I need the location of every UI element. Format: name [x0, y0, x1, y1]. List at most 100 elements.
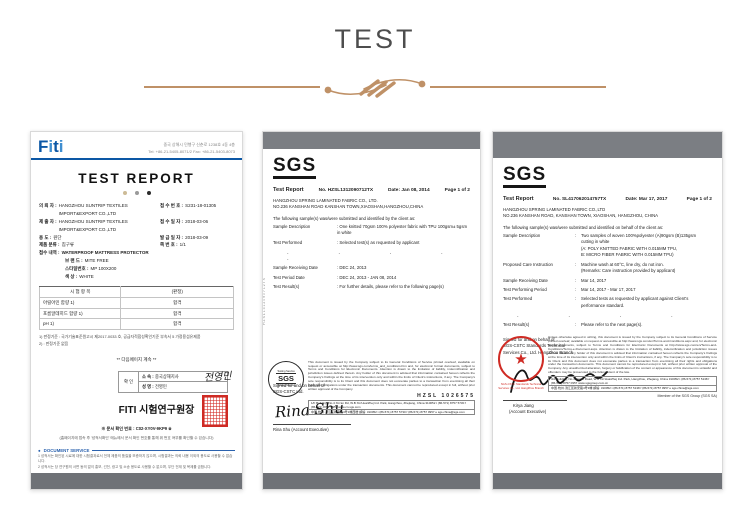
separator-dots: . . . .	[517, 313, 697, 320]
field-row: Test Performing Period: Mar 14, 2017 - M…	[503, 286, 636, 292]
divider-line-left	[144, 86, 320, 88]
field-row: 용 도 : 원단 발 급 일 자 :2018-03-09	[39, 234, 209, 240]
report-page: Page 1 of 2	[686, 197, 712, 202]
certificates-row: Fiti 중국 상해시 민행구 신춘로 1238호 4동 4층 Tel: +86…	[0, 131, 750, 491]
red-round-seal-icon: ★ SGS-CSTC Standards Technical Services …	[498, 336, 544, 390]
field-row: Sample Receiving Date: Mar 14, 2017	[503, 277, 607, 283]
seal-company-text: SGS-CSTC Standards Technical Services Co…	[498, 382, 544, 390]
scan-margin-bottom	[493, 473, 722, 489]
report-header-row: Test Report No. SL417062014757TX Date: M…	[503, 196, 712, 202]
fiti-test-report-document: Fiti 중국 상해시 민행구 신춘로 1238호 4동 4층 Tel: +86…	[30, 131, 243, 490]
dot-black	[146, 191, 151, 195]
service-title: DOCUMENT SERVICE	[43, 447, 90, 453]
report-number: No. HZSL1312090712TX	[318, 188, 374, 193]
sgs-logo: SGS	[503, 165, 547, 188]
column-header-result: (판정)	[120, 285, 234, 298]
service-rule	[92, 449, 235, 451]
service-line: 2 성적서는 당 연구원의 서면 동의 없이 홍보, 선전, 광고 및 소송 용…	[38, 465, 212, 470]
field-row: 스타일번호 : MP 100X200	[65, 266, 117, 271]
signer-title: (Account Executive)	[509, 409, 547, 415]
table-row: pH 1) 합격	[38, 318, 234, 331]
scan-margin-bottom	[263, 473, 480, 489]
member-line: Member of the SGS Group (SGS SA)	[657, 393, 717, 398]
signer-name: Rina Shu (Account Executive)	[273, 426, 329, 432]
report-label: Test Report	[273, 187, 304, 193]
judgement-notes: 1) 판정기준 : 국가기술표준원고시 제2017-0033 호, 공급자적합성…	[39, 334, 201, 346]
fiti-logo: Fiti	[38, 137, 64, 156]
scan-margin-bottom	[31, 473, 242, 489]
table-row: 아릴아민 함량 1) 합격	[38, 296, 234, 309]
table-row: 포름알데히드 함량 1) 합격	[38, 307, 234, 320]
side-vertical-text: HZSL1312090712TX	[262, 277, 266, 325]
sgs-logo: SGS	[273, 156, 317, 179]
document-service-section: ● DOCUMENT SERVICE 1 성적서는 확인된 시료에 대한 시험결과…	[31, 448, 242, 471]
report-date: Date: Jan 08, 2014	[388, 188, 430, 193]
verification-help-text: (홈페이지에 접속 후 '성적서확인' 메뉴에서 문서 확인 번호를 통해 위 …	[59, 435, 214, 440]
field-row: 제품 분류 : 침구류 쪽 번 호 :1/1	[39, 242, 186, 248]
fiti-report-title: TEST REPORT	[78, 171, 195, 186]
issuer-line: FITI 시험연구원장	[39, 394, 234, 427]
field-row: Test Performed: Selected tests as reques…	[503, 296, 689, 308]
field-row: Sample Description: One knitted 70gsm 10…	[273, 223, 468, 236]
signature-rule	[503, 400, 567, 401]
fiti-address: 중국 상해시 민행구 신춘로 1238호 4동 4층 Tel: +86-21-5…	[148, 142, 235, 154]
field-row: Test Result(s): For further details, ple…	[273, 284, 444, 290]
dot-beige	[122, 191, 127, 195]
report-page: Page 1 of 2	[444, 188, 470, 193]
divider-line-right	[430, 86, 606, 88]
terms-fine-print: Unless otherwise agreed in writing, this…	[548, 335, 717, 375]
field-row: Sample Description: Two samples of woven…	[503, 232, 697, 258]
confirmation-box-wrap: 확 인 소 속 : 중국상해지사 성 명 : 전영민 전영민	[39, 370, 234, 393]
document-verification-number: ※ 문서 확인 번호 : C02-XY0V-9KP9 ※	[101, 426, 172, 432]
sgs-round-seal-icon: Testing Service SGS Testing Service	[268, 360, 304, 397]
handwritten-signature: 전영민	[204, 370, 233, 384]
fiti-blue-rule	[31, 158, 242, 160]
test-results-table: 시 험 항 목 (판정) 아릴아민 함량 1) 합격 포름알데히드 함량 1) …	[38, 285, 234, 331]
footer-address-rows: 1/F Building, No.4 Xin'an Rd, W.B Xin'Hu…	[308, 399, 475, 416]
field-row: 제 출 자 : HANGZHOU SUNTRIP TEXTILES IMPORT&…	[39, 218, 209, 232]
report-header-row: Test Report No. HZSL1312090712TX Date: J…	[273, 187, 470, 193]
decorative-divider	[0, 74, 750, 100]
report-number: No. SL417062014757TX	[552, 197, 607, 202]
fiti-doc-header: Fiti 중국 상해시 민행구 신춘로 1238호 4동 4층 Tel: +86…	[31, 132, 242, 158]
client-company: HANGZHOU SPRING LAMINATED FABRIC CO.,LTD…	[503, 207, 659, 219]
continue-note: ** 다음페이지 계속 **	[116, 356, 157, 362]
field-row: Test Result(s): Please refer to the next…	[503, 322, 643, 328]
intro-line: The following sample(s) was/were submitt…	[503, 224, 664, 230]
scan-margin-top	[263, 132, 480, 149]
page-title: TEST	[334, 24, 416, 54]
footer-address-rows: 3rd Building, No.4 Xin'an Road, W.B Xin'…	[548, 376, 717, 392]
confirmation-box: 확 인 소 속 : 중국상해지사 성 명 : 전영민	[118, 370, 228, 393]
service-bullet: ●	[38, 447, 41, 453]
field-row: Test Performed: Selected test(s) as requ…	[273, 239, 420, 245]
field-row: Sample Receiving Date: DEC 24, 2013	[273, 265, 367, 271]
service-line: 1 성적서는 확인된 시료에 대한 시험결과로서 전체 제품의 품질을 보증하지…	[38, 453, 233, 464]
field-row: Proposed Care Instruction: Machine wash …	[503, 261, 676, 274]
dot-gray	[134, 191, 139, 195]
field-row: 접수 내역 : WATERPROOF MATTRESS PROTECTOR	[39, 250, 149, 256]
sgs-test-report-2014-document: HZSL1312090712TX SGS Test Report No. HZS…	[262, 131, 481, 490]
signature-rule	[273, 423, 351, 425]
client-company: HANGZHOU SPRING LAMINATED FABRIC CO., LT…	[273, 198, 424, 210]
divider-flourish-icon	[324, 79, 426, 98]
signer-name: Kirya Jiang	[513, 403, 534, 408]
report-label: Test Report	[503, 196, 534, 202]
footer-block: Testing Service SGS Testing Service This…	[268, 359, 475, 416]
terms-fine-print: This document is issued by the Company s…	[308, 359, 475, 391]
column-header-item: 시 험 항 목	[38, 285, 122, 298]
separator-dots: . . . . .	[287, 250, 467, 263]
fiti-title-dots	[31, 191, 242, 195]
red-seal-stamp-icon	[202, 394, 228, 427]
field-row: 의 뢰 자 : HANGZHOU SUNTRIP TEXTILES IMPORT&…	[39, 203, 217, 216]
fiti-fields: 의 뢰 자 : HANGZHOU SUNTRIP TEXTILES IMPORT&…	[31, 195, 242, 441]
report-date: Date: Mar 17, 2017	[625, 197, 668, 202]
field-row: 색 상 : WHITE	[65, 273, 94, 279]
footer-serial-number: HZSL 1026575	[417, 392, 475, 399]
intro-line: The following sample(s) was/were submitt…	[273, 215, 416, 221]
field-row: 브 랜 드 : MITE FREE	[65, 258, 109, 264]
scan-margin-top	[493, 132, 722, 158]
sgs-test-report-2017-document: SGS Test Report No. SL417062014757TX Dat…	[492, 131, 723, 490]
field-row: Test Period Date: DEC 24, 2013 - JAN 08,…	[273, 274, 397, 280]
footer-block: ★ SGS-CSTC Standards Technical Services …	[498, 335, 717, 398]
fiti-director-title: FITI 시험연구원장	[118, 404, 195, 416]
